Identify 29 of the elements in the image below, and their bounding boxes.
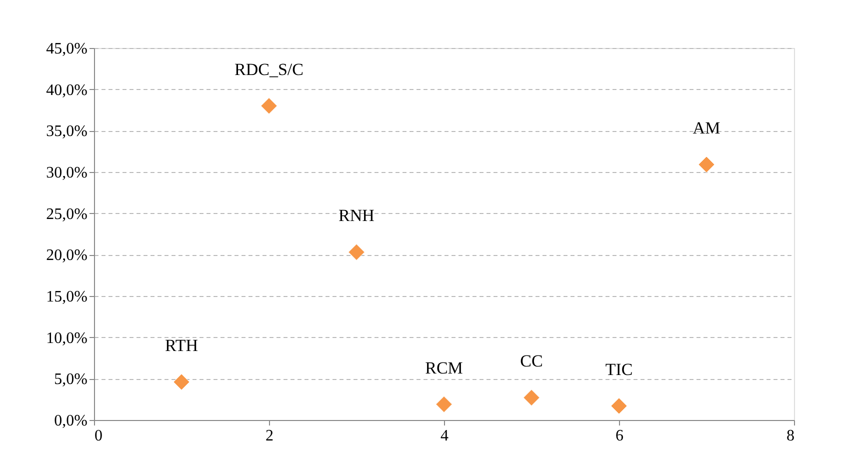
y-tick-label: 15,0% (46, 288, 88, 306)
point (523, 389, 540, 406)
point (698, 156, 715, 173)
x-tick-label: 4 (440, 428, 448, 444)
point (348, 244, 365, 260)
y-tick-label: 40,0% (46, 82, 88, 99)
annotation: CC (520, 352, 543, 371)
annotation: RCM (425, 358, 463, 378)
annotation: RDC_S/C (234, 60, 304, 79)
y-tick-label: 0,0% (54, 412, 88, 430)
annotation: TIC (605, 360, 633, 379)
y-tick-label: 25,0% (46, 206, 88, 223)
x-tick-label: 8 (786, 428, 794, 444)
y-tick-label: 45,0% (46, 40, 88, 58)
y-tick-label: 35,0% (46, 123, 88, 140)
point (173, 374, 190, 390)
point (610, 398, 628, 414)
annotation: RNH (338, 206, 374, 226)
x-tick-label: 6 (616, 428, 624, 444)
y-tick-label: 5,0% (54, 371, 88, 388)
point (436, 396, 452, 413)
annotation: RTH (165, 336, 198, 355)
x-tick-label: 2 (266, 428, 274, 444)
x-tick-label: 0 (94, 428, 102, 444)
y-tick-label: 20,0% (46, 247, 88, 264)
point (260, 98, 278, 114)
y-tick-label: 30,0% (46, 164, 88, 182)
y-tick-label: 10,0% (46, 330, 88, 347)
annotation: AM (692, 118, 720, 138)
